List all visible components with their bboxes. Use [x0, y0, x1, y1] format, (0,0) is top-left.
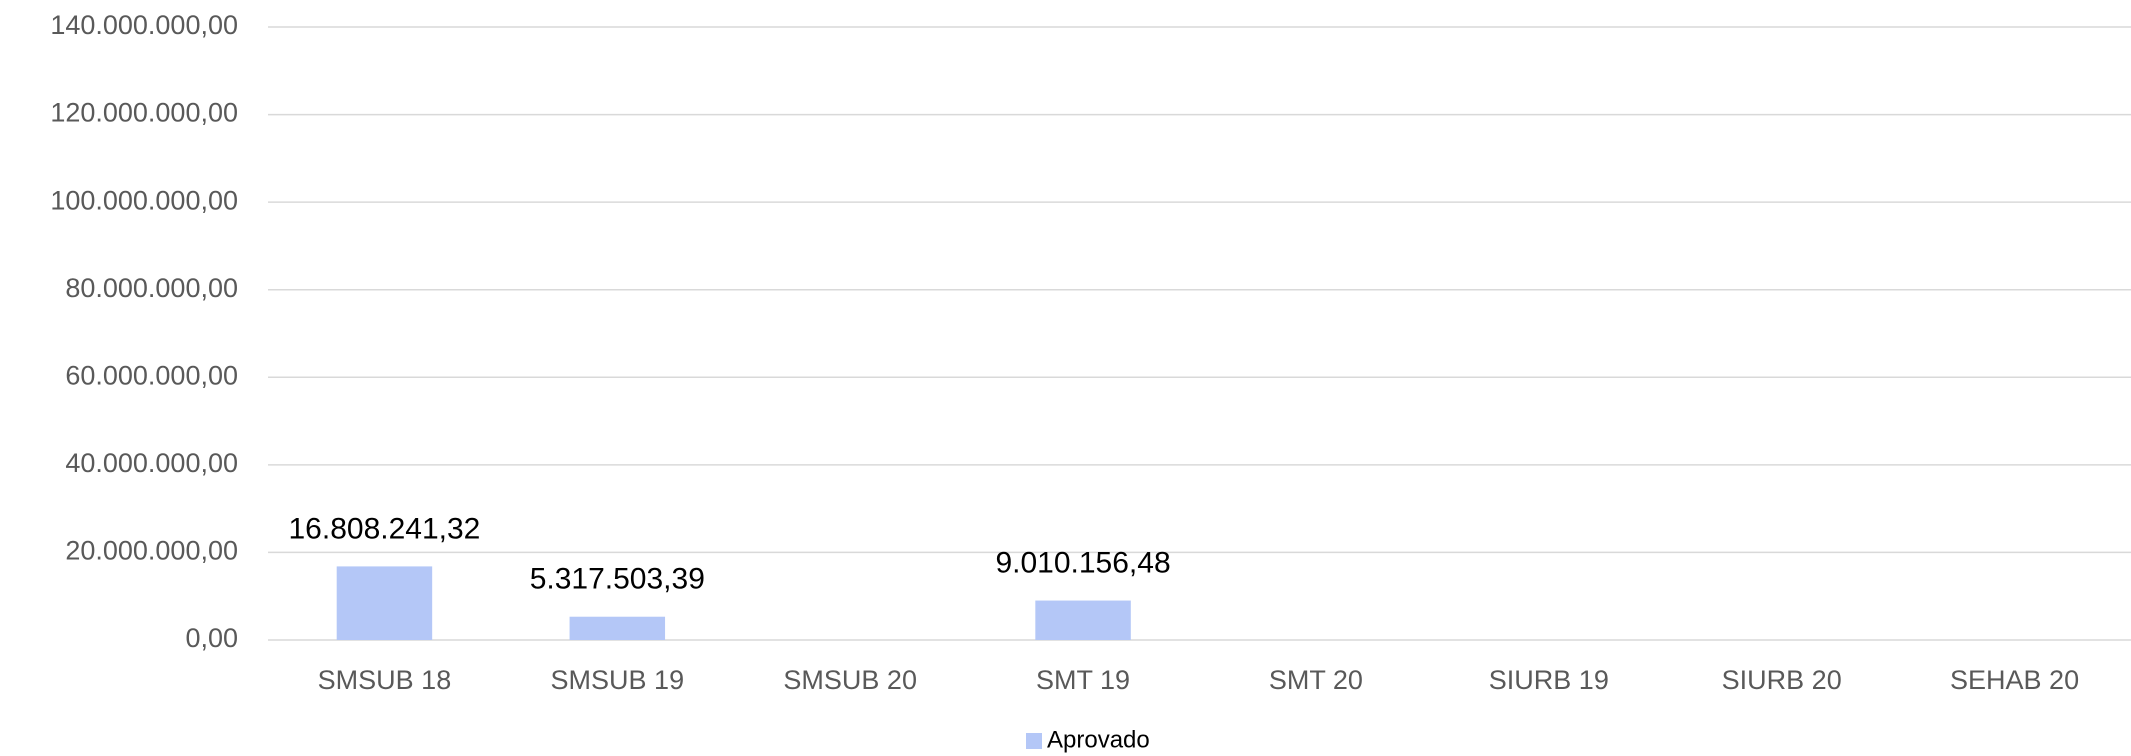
legend-label: Aprovado — [1047, 726, 1150, 753]
legend-swatch — [1026, 733, 1042, 749]
x-tick-label: SEHAB 20 — [1950, 665, 2079, 695]
y-tick-label: 60.000.000,00 — [65, 360, 238, 390]
x-tick-label: SIURB 20 — [1722, 665, 1842, 695]
data-label: 5.317.503,39 — [530, 563, 705, 596]
x-tick-label: SMSUB 18 — [318, 665, 452, 695]
bar — [336, 566, 433, 640]
x-tick-label: SMSUB 20 — [783, 665, 917, 695]
y-tick-label: 100.000.000,00 — [50, 185, 238, 215]
data-label: 9.010.156,48 — [995, 546, 1170, 579]
x-tick-label: SIURB 19 — [1489, 665, 1609, 695]
x-tick-label: SMSUB 19 — [551, 665, 685, 695]
y-tick-label: 40.000.000,00 — [65, 448, 238, 478]
data-label: 16.808.241,32 — [289, 512, 481, 545]
y-tick-label: 80.000.000,00 — [65, 273, 238, 303]
x-tick-label: SMT 19 — [1036, 665, 1130, 695]
bar — [569, 616, 666, 640]
x-tick-label: SMT 20 — [1269, 665, 1363, 695]
y-tick-label: 20.000.000,00 — [65, 536, 238, 566]
bar — [1035, 600, 1131, 640]
y-tick-label: 0,00 — [185, 623, 238, 653]
y-tick-label: 120.000.000,00 — [50, 98, 238, 128]
y-tick-label: 140.000.000,00 — [50, 10, 238, 40]
